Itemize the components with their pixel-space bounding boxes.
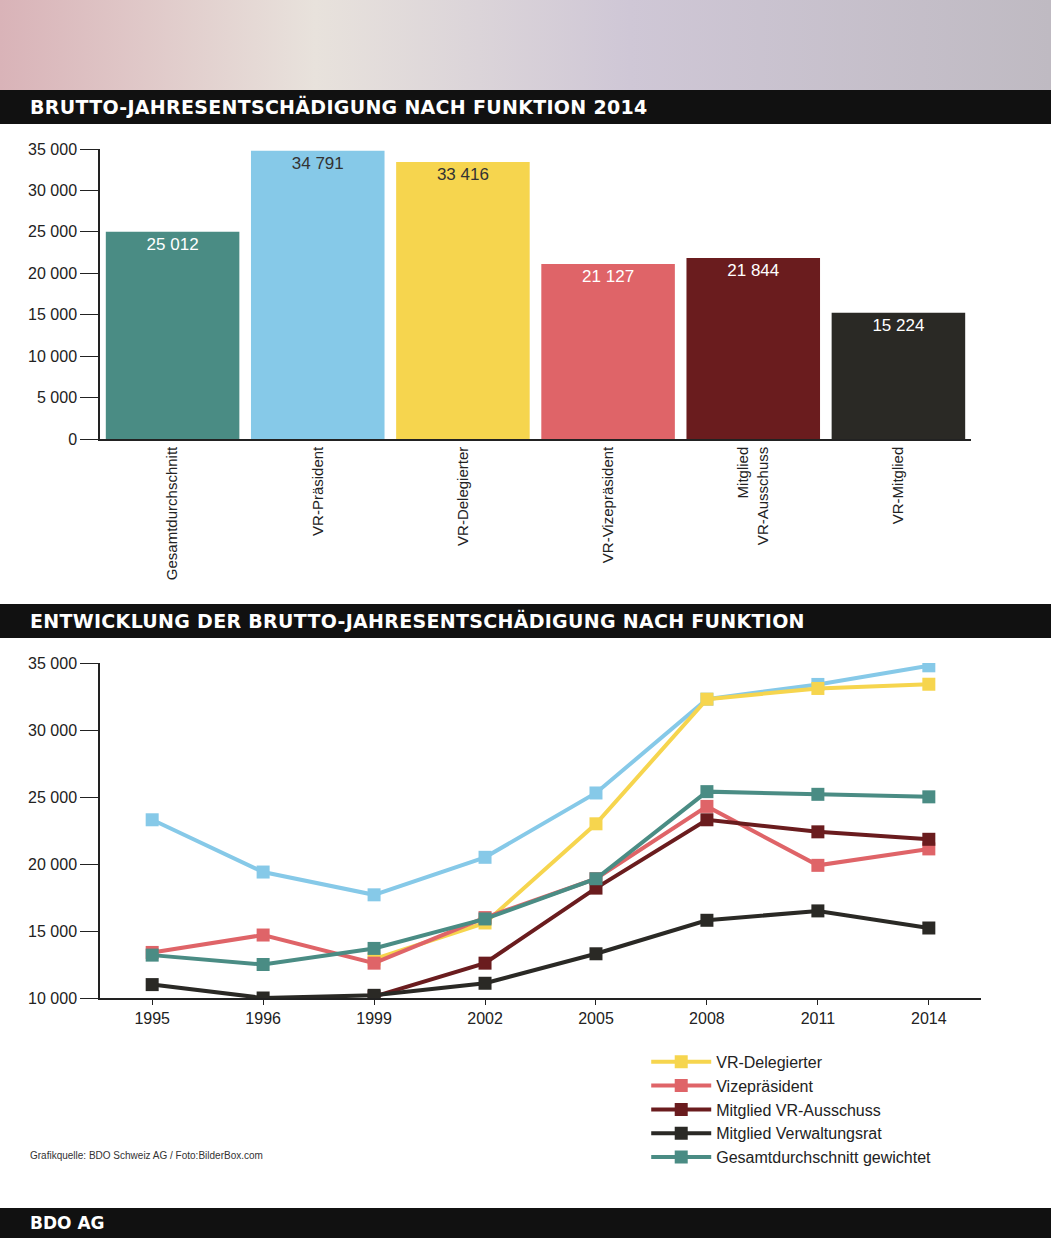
svg-text:33 416: 33 416	[437, 165, 489, 184]
svg-text:15 224: 15 224	[872, 316, 924, 335]
svg-text:21 844: 21 844	[727, 261, 779, 280]
svg-text:0: 0	[68, 431, 77, 448]
svg-text:25 012: 25 012	[147, 235, 199, 254]
svg-text:34 791: 34 791	[292, 154, 344, 173]
svg-text:15 000: 15 000	[28, 306, 77, 323]
svg-text:2008: 2008	[689, 1010, 725, 1027]
svg-text:25 000: 25 000	[28, 789, 77, 806]
svg-text:VR-Mitglied: VR-Mitglied	[889, 447, 906, 525]
svg-text:1996: 1996	[245, 1010, 281, 1027]
svg-text:35 000: 35 000	[28, 141, 77, 158]
svg-text:Mitglied VR-Ausschuss: Mitglied VR-Ausschuss	[716, 1102, 881, 1119]
svg-text:5 000: 5 000	[37, 389, 77, 406]
svg-text:2005: 2005	[578, 1010, 614, 1027]
svg-text:VR-Präsident: VR-Präsident	[309, 446, 326, 536]
svg-text:1999: 1999	[356, 1010, 392, 1027]
svg-text:15 000: 15 000	[28, 923, 77, 940]
svg-text:2014: 2014	[911, 1010, 947, 1027]
svg-text:35 000: 35 000	[28, 655, 77, 672]
html-text:Grafikquelle: BDO Schweiz AG /: Grafikquelle: BDO Schweiz AG / Foto:Bild…	[30, 1150, 263, 1161]
svg-text:2011: 2011	[801, 1010, 836, 1027]
svg-text:10 000: 10 000	[28, 990, 77, 1007]
svg-text:VR-Delegierter: VR-Delegierter	[454, 447, 471, 546]
svg-text:10 000: 10 000	[28, 348, 77, 365]
svg-text:2002: 2002	[467, 1010, 503, 1027]
html-text:BDO AG: BDO AG	[30, 1213, 105, 1233]
svg-text:VR-Delegierter: VR-Delegierter	[716, 1054, 822, 1071]
svg-text:Vizepräsident: Vizepräsident	[716, 1078, 813, 1095]
svg-text:MitgliedVR-Ausschuss: MitgliedVR-Ausschuss	[734, 447, 771, 545]
svg-text:20 000: 20 000	[28, 856, 77, 873]
svg-text:VR-Vizepräsident: VR-Vizepräsident	[599, 446, 616, 563]
svg-text:30 000: 30 000	[28, 182, 77, 199]
svg-text:30 000: 30 000	[28, 722, 77, 739]
svg-text:20 000: 20 000	[28, 265, 77, 282]
svg-text:1995: 1995	[134, 1010, 170, 1027]
html-text:BRUTTO-JAHRESENTSCHÄDIGUNG NAC: BRUTTO-JAHRESENTSCHÄDIGUNG NACH FUNKTION…	[30, 96, 648, 118]
svg-text:25 000: 25 000	[28, 223, 77, 240]
svg-text:Gesamtdurchschnitt: Gesamtdurchschnitt	[163, 446, 180, 580]
html-text:ENTWICKLUNG DER BRUTTO-JAHRESE: ENTWICKLUNG DER BRUTTO-JAHRESENTSCHÄDIGU…	[30, 610, 805, 632]
svg-text:Gesamtdurchschnitt gewichtet: Gesamtdurchschnitt gewichtet	[716, 1149, 931, 1166]
svg-text:Mitglied Verwaltungsrat: Mitglied Verwaltungsrat	[716, 1125, 882, 1142]
svg-text:21 127: 21 127	[582, 267, 634, 286]
